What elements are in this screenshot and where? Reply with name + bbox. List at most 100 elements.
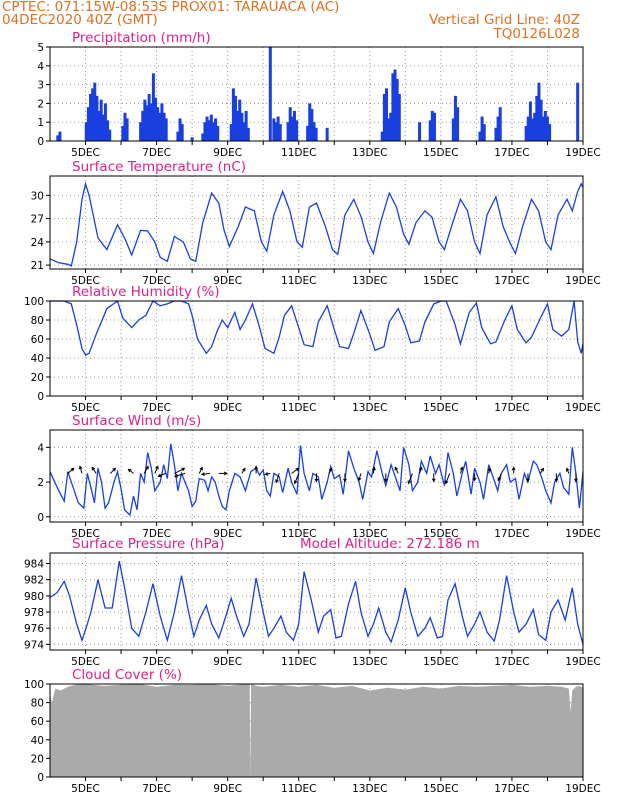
precip-bar [494, 127, 498, 141]
humidity-plot-area [50, 301, 583, 396]
pressure-ytick-label: 978 [24, 607, 44, 619]
precip-bar [391, 73, 395, 141]
wind-arrow-head [254, 465, 258, 470]
wind-arrow-head [275, 479, 279, 484]
precip-bar [176, 131, 180, 141]
pressure-xtick-label: 19DEC [565, 656, 600, 668]
wind-xtick-label: 19DEC [565, 528, 600, 540]
wind-arrow [128, 469, 134, 474]
precip-bar [97, 110, 101, 141]
humidity-xtick-label: 7DEC [142, 402, 171, 414]
precip-bar [428, 120, 432, 141]
wind-arrow-head [497, 477, 501, 482]
temperature-xtick-label: 17DEC [494, 275, 529, 287]
wind-arrow-head [223, 471, 228, 476]
precip-bar [244, 110, 248, 141]
humidity-ytick-label: 60 [31, 334, 44, 346]
precip-bar [149, 103, 153, 141]
wind-arrow [79, 466, 83, 474]
precip-bar [541, 116, 545, 141]
precip-bar [95, 95, 99, 141]
precip-bar [380, 131, 384, 141]
precip-bar [178, 118, 182, 141]
wind-arrow-head [554, 478, 559, 483]
precip-bar [395, 78, 399, 141]
precip-bar [203, 122, 207, 141]
precip-bar [389, 112, 393, 141]
precip-bar [58, 131, 62, 141]
wind-arrow-head [526, 478, 530, 483]
wind-arrow-head [78, 465, 83, 470]
wind-arrow-head [394, 466, 398, 471]
cloud-xtick-label: 7DEC [142, 783, 171, 795]
precip-bar [84, 122, 88, 141]
temperature-ytick-label: 24 [31, 237, 45, 249]
precip-xtick-label: 5DEC [71, 147, 100, 159]
pressure-xtick-label: 9DEC [213, 656, 242, 668]
pressure-xtick-label: 5DEC [71, 656, 100, 668]
precip-plot-area [50, 47, 583, 141]
precip-bar [211, 122, 215, 141]
header-run-id: TQ0126L028 [493, 26, 580, 42]
precip-bar [539, 99, 543, 141]
wind-arrow-head [574, 478, 578, 483]
precip-bar [121, 125, 125, 141]
precip-bar [106, 120, 110, 141]
precip-bar [236, 110, 240, 141]
precip-bar [229, 124, 233, 141]
wind-series-line [49, 443, 584, 517]
wind-arrow-head [173, 473, 179, 478]
precip-bar [56, 135, 60, 141]
precip-bar [246, 127, 250, 141]
temperature-xtick-label: 9DEC [213, 275, 242, 287]
temperature-xtick-label: 19DEC [565, 275, 600, 287]
cloud-ytick-label: 60 [31, 716, 44, 728]
precip-bar [233, 95, 237, 141]
precip-bar [286, 122, 290, 141]
precip-bar [478, 131, 482, 141]
precip-bar [101, 114, 105, 141]
cloud-xtick-label: 5DEC [71, 783, 100, 795]
precip-ytick-label: 1 [37, 117, 44, 129]
precip-xtick-label: 19DEC [565, 147, 600, 159]
wind-arrow [291, 467, 299, 474]
wind-arrow-head [329, 467, 333, 472]
precip-bar [123, 112, 127, 141]
pressure-xtick-label: 15DEC [423, 656, 458, 668]
wind-arrow-head [407, 480, 412, 485]
precip-bar [231, 88, 235, 141]
humidity-xtick-label: 15DEC [423, 402, 458, 414]
precip-bar [498, 107, 502, 141]
cloud-xtick-label: 15DEC [423, 783, 458, 795]
cloud-ytick-label: 100 [24, 679, 44, 691]
precip-bar [543, 110, 547, 141]
precip-bar [432, 112, 436, 141]
pressure-title: Surface Pressure (hPa) [72, 536, 225, 552]
cloud-cover-area [50, 684, 583, 777]
wind-xtick-label: 7DEC [142, 528, 171, 540]
temperature-plot-area [50, 176, 583, 269]
wind-arrow-head [431, 478, 436, 483]
precip-xtick-label: 15DEC [423, 147, 458, 159]
precip-bar [272, 118, 276, 141]
pressure-xtick-label: 13DEC [352, 656, 387, 668]
temperature-series-line [49, 181, 584, 267]
pressure-frame [49, 552, 584, 651]
precip-bar [216, 125, 220, 141]
cloud-ytick-label: 80 [31, 698, 44, 710]
precip-bar [93, 82, 97, 141]
precip-bar [531, 118, 535, 141]
wind-arrow [294, 473, 300, 484]
precip-bar [480, 116, 484, 141]
precip-bar [312, 122, 316, 141]
temperature-ytick-label: 21 [31, 260, 44, 272]
pressure-ytick-label: 974 [24, 639, 44, 651]
precip-xtick-label: 13DEC [352, 147, 387, 159]
precip-bar [209, 114, 213, 141]
wind-arrow [497, 473, 502, 481]
wind-arrow [158, 472, 166, 477]
precip-bar [205, 116, 209, 141]
precip-bar [103, 103, 107, 141]
precip-bar [292, 110, 296, 141]
wind-arrow-head [157, 473, 162, 478]
